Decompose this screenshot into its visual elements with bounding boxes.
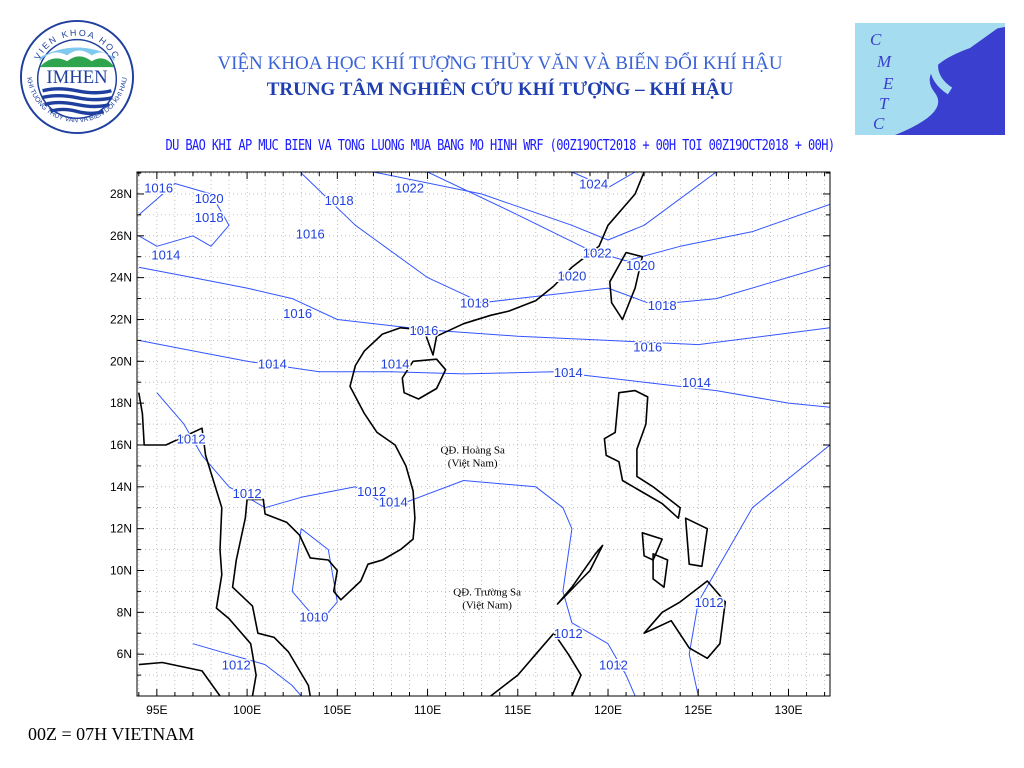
isobar-line [138,266,830,346]
isobar-label: 1016 [409,323,438,338]
coastline [138,392,257,696]
y-tick-label: 14N [110,480,132,494]
svg-text:E: E [882,74,894,93]
isobar-label: 1014 [151,248,180,263]
y-tick-label: 20N [110,354,132,368]
svg-text:C: C [873,114,885,133]
time-note: 00Z = 07H VIETNAM [28,724,195,744]
isobar-label: 1024 [579,177,608,192]
center-name: TRUNG TÂM NGHIÊN CỨU KHÍ TƯỢNG – KHÍ HẬU [266,79,734,100]
isobar-label: 1018 [325,193,354,208]
isobar-label: 1012 [357,484,386,499]
isobar-label: 1014 [554,365,583,380]
island-coastline [603,389,681,519]
isobar-label: 1012 [599,658,628,673]
y-tick-label: 22N [110,312,132,326]
ticks [137,172,830,696]
isobar-label: 1016 [144,181,173,196]
isobar-line [138,183,230,247]
imhen-logo: IMHEN VIEN KHOA HOC KHI TUONG THUY VAN V… [19,19,135,135]
archipelago-label: (Việt Nam) [462,600,512,612]
isobar-label: 1020 [626,258,655,273]
island-coastline [401,358,447,400]
isobar-label: 1016 [633,340,662,355]
coastline [231,172,645,696]
island-coastline [643,580,727,660]
island-coastline [652,553,669,588]
isobar-label: 1018 [195,210,224,225]
isobar-label: 1014 [379,494,408,509]
isobar-line [192,643,302,696]
y-tick-label: 8N [117,605,132,619]
x-tick-label: 115E [504,703,531,717]
map-frame [136,171,831,697]
svg-text:T: T [879,94,890,113]
isobar-line [571,172,636,189]
isobar-label: 1012 [233,486,262,501]
map-content: 1016 1020 1018 1014 1022 1018 1016 1024 1022 1020… [138,172,830,696]
isobar-label: 1022 [583,246,612,261]
isobar-label: 1012 [222,658,251,673]
coastline [138,661,221,696]
grid [137,172,830,696]
y-tick-label: 18N [110,396,132,410]
isobar-line [156,392,636,696]
archipelago-label: QĐ. Hoàng Sa [440,444,505,456]
isobar-label: 1020 [195,191,224,206]
product-title: DU BAO KHI AP MUC BIEN VA TONG LUONG MUA… [165,136,835,154]
x-tick-label: 110E [414,703,441,717]
x-tick-label: 95E [146,703,167,717]
y-tick-label: 12N [110,522,132,536]
isobar-label: 1022 [395,181,424,196]
x-tick-label: 130E [774,703,802,717]
svg-text:IMHEN: IMHEN [46,67,108,88]
isobar-label: 1014 [381,356,410,371]
archipelago-label: QĐ. Trường Sa [453,587,521,599]
x-tick-label: 120E [594,703,622,717]
isobar-label: 1014 [682,375,711,390]
island-coastline [556,544,604,605]
x-tick-label: 105E [323,703,351,717]
y-tick-label: 28N [110,187,132,201]
x-tick-label: 100E [233,703,261,717]
isobar-line [427,172,830,262]
isobar-label: 1018 [460,296,489,311]
institute-name: VIỆN KHOA HỌC KHÍ TƯỢNG THỦY VĂN VÀ BIẾN… [217,53,783,74]
isobar-line [138,339,830,408]
archipelago-label: (Việt Nam) [448,457,498,469]
isobar-label: 1020 [557,269,586,284]
isobar-label: 1010 [299,610,328,625]
isobar-label: 1018 [648,298,677,313]
isobar-label: 1016 [296,227,325,242]
y-tick-label: 6N [117,647,132,661]
isobar-label: 1016 [283,306,312,321]
isobar-line [300,172,830,306]
y-tick-label: 10N [110,563,132,577]
coastline [490,632,582,696]
svg-text:M: M [876,52,892,71]
isobar-line [688,444,830,696]
isobar-line [373,172,717,241]
y-tick-label: 24N [110,271,132,285]
isobar-label: 1012 [177,432,206,447]
y-tick-label: 26N [110,229,132,243]
island-coastline [609,251,644,321]
y-tick-label: 16N [110,438,132,452]
isobar-label: 1014 [258,356,287,371]
isobar-label: 1012 [695,595,724,610]
island-coastline [684,517,709,568]
x-tick-label: 125E [684,703,712,717]
isobar-line [291,528,338,624]
isobar-label: 1012 [554,626,583,641]
svg-text:C: C [870,30,882,49]
